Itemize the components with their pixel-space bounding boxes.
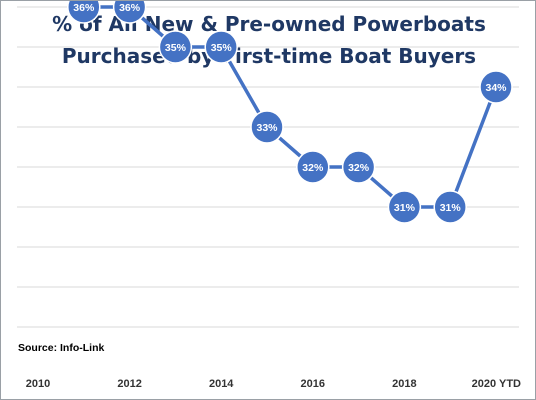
data-point-marker (158, 30, 193, 64)
data-label: 33% (256, 122, 278, 134)
x-tick-label: 2020 YTD (472, 378, 521, 390)
chart-title-line-2: Purchased by First-time Boat Buyers (62, 44, 476, 68)
data-label: 36% (73, 2, 95, 14)
data-label: 35% (211, 42, 233, 54)
series: 37%36%36%35%35%33%32%32%31%31%34% (67, 1, 513, 224)
data-point-marker (67, 1, 101, 24)
x-tick-label: 2018 (392, 378, 416, 390)
data-point-marker (296, 150, 330, 184)
data-label: 35% (165, 42, 187, 54)
data-point-marker (341, 150, 376, 184)
data-point-marker (204, 30, 238, 64)
x-tick-label: 2012 (117, 378, 141, 390)
x-axis-ticks: 2010 2012 2014 2016 2018 2020 YTD (26, 378, 521, 390)
data-point-marker (479, 70, 513, 104)
data-point-marker (250, 110, 284, 144)
source-note: Source: Info-Link (18, 342, 104, 354)
data-label: 36% (119, 2, 141, 14)
data-label: 31% (394, 202, 416, 214)
data-point-marker (433, 190, 467, 224)
data-label: 31% (440, 202, 462, 214)
data-label: 32% (302, 162, 324, 174)
data-point-marker (112, 1, 147, 24)
x-tick-label: 2014 (209, 378, 234, 390)
data-point-marker (387, 190, 422, 224)
data-label: 32% (348, 162, 370, 174)
x-tick-label: 2010 (26, 378, 50, 390)
x-tick-label: 2016 (301, 378, 325, 390)
data-label: 34% (485, 82, 507, 94)
